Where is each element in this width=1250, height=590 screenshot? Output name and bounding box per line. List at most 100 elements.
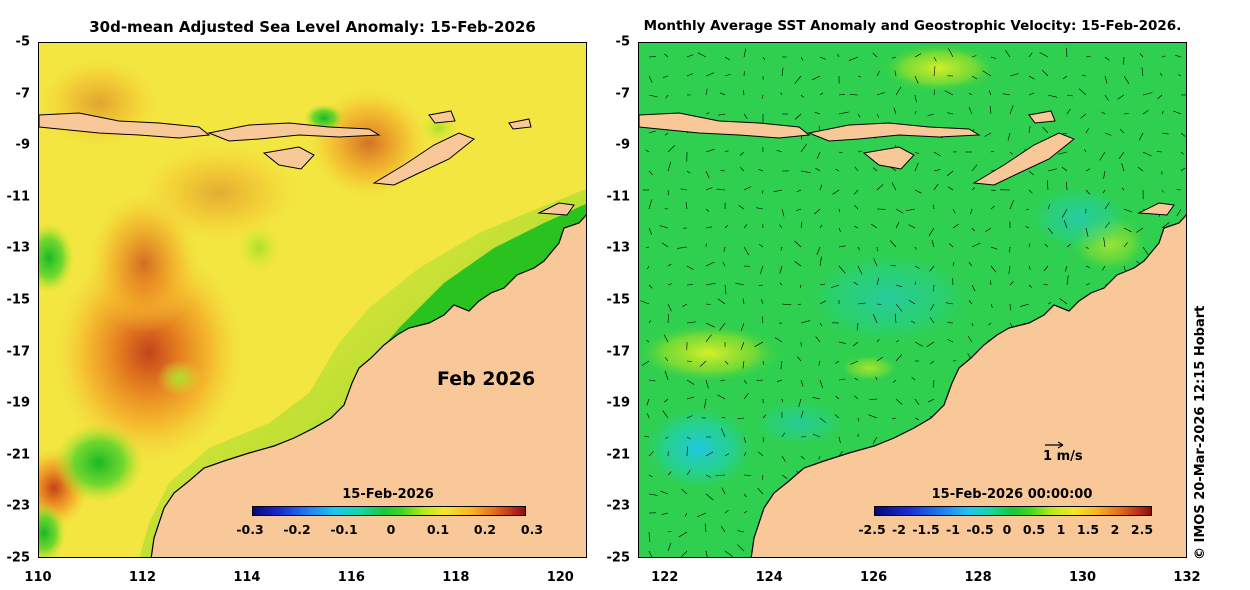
velocity-arrow xyxy=(743,436,746,443)
velocity-arrow xyxy=(663,334,669,343)
velocity-arrow xyxy=(800,94,804,98)
velocity-arrow xyxy=(648,199,653,210)
velocity-arrow xyxy=(1104,221,1110,229)
velocity-arrow xyxy=(948,48,954,58)
velocity-arrow xyxy=(1157,94,1163,100)
velocity-arrow xyxy=(914,94,917,103)
velocity-arrow xyxy=(891,182,897,191)
velocity-arrow xyxy=(799,284,802,289)
velocity-arrow xyxy=(667,145,676,153)
longitude-tick-label: 132 xyxy=(1173,570,1201,585)
velocity-arrow xyxy=(868,414,878,419)
latitude-tick-label: -25 xyxy=(6,550,31,566)
velocity-arrow xyxy=(971,75,978,80)
velocity-arrow xyxy=(662,410,669,419)
velocity-arrow xyxy=(1103,170,1106,179)
velocity-arrow xyxy=(737,530,745,533)
velocity-arrow xyxy=(1066,243,1072,248)
velocity-arrow xyxy=(724,550,733,557)
velocity-arrow xyxy=(723,246,726,252)
velocity-arrow xyxy=(797,356,802,362)
velocity-arrow xyxy=(854,225,859,229)
velocity-arrow xyxy=(815,167,821,172)
velocity-arrow xyxy=(648,474,653,478)
velocity-arrow xyxy=(1104,94,1109,101)
velocity-arrow xyxy=(1028,170,1034,176)
velocity-arrow xyxy=(648,75,653,83)
velocity-arrow xyxy=(895,303,903,312)
velocity-arrow xyxy=(1066,275,1069,286)
velocity-arrow xyxy=(819,56,827,60)
velocity-arrow xyxy=(758,169,764,172)
velocity-arrow xyxy=(1002,93,1011,96)
velocity-arrow xyxy=(891,167,897,172)
velocity-arrow xyxy=(640,300,650,305)
velocity-arrow xyxy=(719,92,726,96)
velocity-arrow xyxy=(889,240,897,248)
velocity-arrow xyxy=(985,227,992,232)
velocity-arrow xyxy=(762,414,767,419)
velocity-arrow xyxy=(853,189,859,195)
velocity-arrow xyxy=(857,265,863,275)
velocity-arrow xyxy=(645,149,650,153)
velocity-arrow xyxy=(876,339,880,343)
velocity-arrow xyxy=(1028,243,1031,248)
velocity-arrow xyxy=(811,75,821,81)
velocity-arrow xyxy=(705,261,715,267)
velocity-arrow xyxy=(705,334,712,343)
velocity-arrow xyxy=(850,360,859,365)
velocity-arrow xyxy=(697,52,707,58)
velocity-arrow xyxy=(856,322,859,331)
velocity-arrow xyxy=(854,166,859,172)
velocity-arrow xyxy=(743,452,747,457)
island-small xyxy=(428,110,456,124)
velocity-arrow xyxy=(982,70,992,77)
velocity-arrow xyxy=(848,56,859,61)
velocity-arrow xyxy=(721,487,726,495)
velocity-arrow xyxy=(648,379,656,382)
velocity-arrow xyxy=(743,474,752,476)
velocity-arrow xyxy=(686,265,694,270)
velocity-arrow xyxy=(927,398,935,403)
velocity-arrow xyxy=(743,89,745,96)
longitude-tick-label: 126 xyxy=(860,570,888,585)
velocity-arrow xyxy=(779,265,783,274)
credit-text: © IMOS 20-Mar-2026 12:15 Hobart xyxy=(1193,305,1208,560)
velocity-arrow xyxy=(914,281,916,286)
latitude-tick-label: -9 xyxy=(615,137,630,153)
latitude-tick-label: -17 xyxy=(606,344,631,360)
velocity-arrow xyxy=(1004,49,1011,58)
velocity-arrow xyxy=(1047,94,1058,98)
velocity-arrow xyxy=(760,265,764,274)
latitude-tick-label: -11 xyxy=(6,189,31,205)
longitude-tick-label: 130 xyxy=(1068,570,1097,585)
left-latitude-axis: -5 -7 -9 -11 -13 -15 -17 -19 -21 -23 -25 xyxy=(0,0,31,590)
longitude-tick-label: 116 xyxy=(337,570,365,585)
sla-cool-blob xyxy=(157,360,201,396)
velocity-arrow xyxy=(794,113,802,120)
velocity-arrow xyxy=(1009,200,1014,210)
velocity-arrow xyxy=(1121,187,1125,191)
velocity-arrow xyxy=(968,261,973,267)
velocity-arrow xyxy=(720,525,726,533)
velocity-arrow xyxy=(800,410,804,419)
velocity-arrow xyxy=(892,379,897,383)
latitude-tick-label: -5 xyxy=(15,34,30,50)
velocity-arrow xyxy=(908,299,916,305)
velocity-arrow xyxy=(857,113,861,118)
velocity-arrow xyxy=(794,240,802,248)
velocity-arrow xyxy=(739,151,745,156)
velocity-arrow xyxy=(794,75,802,84)
latitude-tick-label: -23 xyxy=(6,498,31,514)
velocity-arrow xyxy=(1058,151,1068,155)
velocity-arrow xyxy=(819,322,823,327)
velocity-arrow xyxy=(722,262,726,267)
velocity-arrow xyxy=(1178,74,1182,77)
velocity-arrow xyxy=(971,187,975,191)
right-colorbar-date: 15-Feb-2026 00:00:00 xyxy=(931,487,1093,502)
velocity-arrow xyxy=(1175,55,1182,58)
velocity-arrow xyxy=(872,52,878,58)
velocity-arrow xyxy=(743,48,747,58)
velocity-arrow xyxy=(715,474,726,476)
velocity-arrow xyxy=(835,395,840,400)
